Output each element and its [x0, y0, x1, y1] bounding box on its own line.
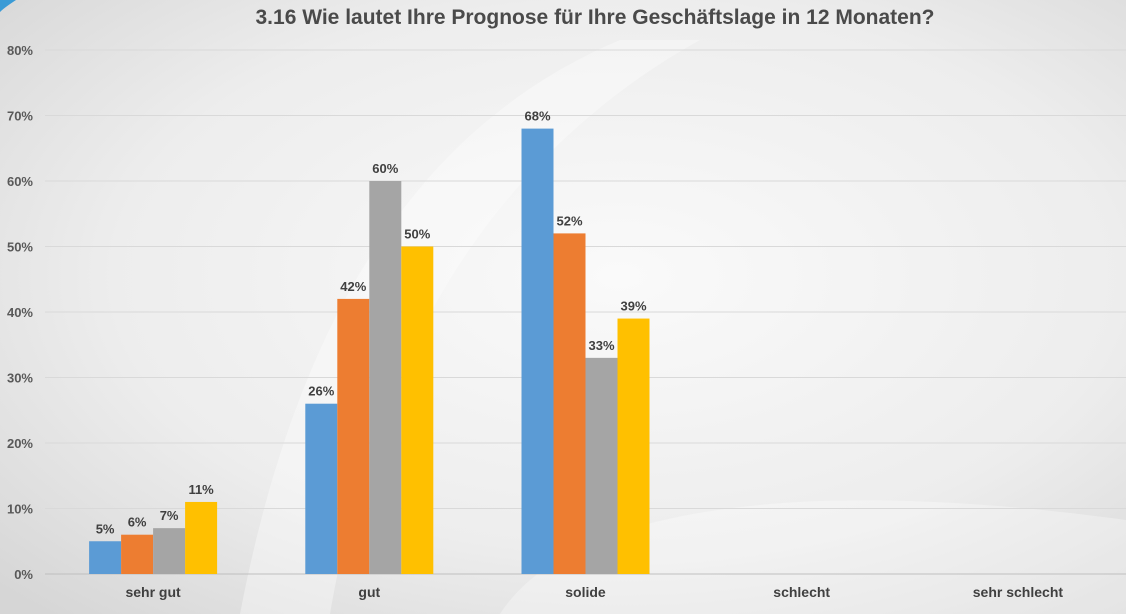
x-tick-label: gut [358, 584, 380, 600]
bar [585, 357, 618, 574]
data-label: 33% [588, 338, 614, 353]
bar [521, 128, 554, 574]
x-tick-label: solide [565, 584, 606, 600]
bar [121, 534, 154, 574]
data-label: 6% [128, 515, 147, 530]
y-tick-label: 40% [7, 305, 33, 320]
bar [89, 541, 122, 574]
data-label: 50% [404, 227, 430, 242]
bar [369, 181, 402, 574]
chart-title: 3.16 Wie lautet Ihre Prognose für Ihre G… [255, 6, 935, 29]
data-label: 11% [188, 482, 214, 497]
bar [305, 403, 338, 574]
y-tick-label: 30% [7, 371, 33, 386]
bar [617, 318, 650, 574]
data-label: 39% [620, 299, 646, 314]
bar [401, 246, 434, 574]
y-tick-label: 80% [7, 43, 33, 58]
x-tick-label: schlecht [773, 584, 830, 600]
y-tick-label: 60% [7, 174, 33, 189]
bar [337, 298, 370, 574]
y-tick-label: 20% [7, 436, 33, 451]
bar [185, 501, 218, 574]
data-label: 7% [160, 508, 179, 523]
bar [553, 233, 586, 574]
data-label: 60% [372, 161, 398, 176]
y-tick-label: 70% [7, 109, 33, 124]
y-tick-label: 10% [7, 502, 33, 517]
data-label: 52% [556, 213, 582, 228]
y-tick-label: 50% [7, 240, 33, 255]
data-label: 42% [340, 279, 366, 294]
bar [153, 528, 186, 574]
data-label: 5% [96, 521, 115, 536]
data-label: 26% [308, 384, 334, 399]
x-tick-label: sehr gut [125, 584, 181, 600]
x-tick-label: sehr schlecht [973, 584, 1064, 600]
data-label: 68% [524, 109, 550, 124]
y-tick-label: 0% [14, 567, 33, 582]
